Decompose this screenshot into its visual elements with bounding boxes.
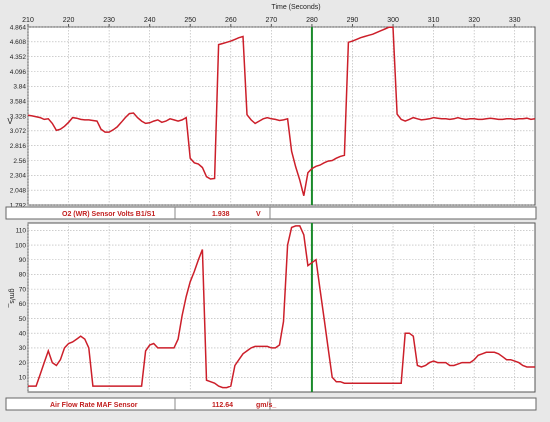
y-tick-label: 2.304 [10,173,27,180]
airflow-y-label: gm/s_ [8,288,15,307]
voltage-sensor-unit: V [256,211,261,218]
x-tick-label: 330 [509,17,521,24]
airflow-sensor-value: 112.64 [212,402,233,409]
y-tick-label: 1.792 [10,202,27,209]
y-tick-label: 4.352 [10,54,27,61]
voltage-series-line [27,26,536,196]
airflow-sensor-name: Air Flow Rate MAF Sensor [50,402,138,409]
voltage-footer-bar [5,206,537,220]
y-tick-label: 3.84 [13,84,26,91]
x-tick-label: 290 [347,17,359,24]
y-tick-label: 10 [19,375,27,382]
airflow-plot-area[interactable] [27,222,536,393]
voltage-sensor-name: O2 (WR) Sensor Volts B1/S1 [62,211,155,218]
y-tick-label: 3.328 [10,113,27,120]
x-tick-label: 240 [144,17,156,24]
y-tick-label: 4.096 [10,69,27,76]
airflow-footer-bar [5,397,537,411]
y-tick-label: 20 [19,360,27,367]
voltage-y-label: V [7,117,13,126]
y-tick-label: 2.56 [13,158,26,165]
y-tick-label: 2.816 [10,143,27,150]
voltage-sensor-value: 1.938 [212,211,230,218]
airflow-sensor-unit: gm/s_ [256,402,276,409]
y-tick-label: 4.608 [10,39,27,46]
y-tick-label: 40 [19,331,27,338]
x-tick-label: 230 [103,17,115,24]
x-tick-label: 300 [387,17,399,24]
x-tick-label: 270 [266,17,278,24]
y-tick-label: 30 [19,345,27,352]
y-tick-label: 3.072 [10,128,27,135]
y-tick-label: 50 [19,316,27,323]
y-tick-label: 3.584 [10,98,27,105]
x-tick-label: 210 [22,17,34,24]
x-axis-title: Time (Seconds) [271,4,320,11]
y-tick-label: 90 [19,257,27,264]
y-tick-label: 70 [19,286,27,293]
y-tick-label: 2.048 [10,187,27,194]
y-tick-label: 60 [19,301,27,308]
airflow-series-line [28,225,535,389]
x-tick-label: 310 [428,17,440,24]
y-tick-label: 4.864 [10,24,27,31]
x-tick-label: 260 [225,17,237,24]
y-tick-label: 110 [16,228,27,235]
x-tick-label: 250 [184,17,196,24]
y-tick-label: 100 [15,242,26,249]
y-tick-label: 80 [19,272,27,279]
x-tick-label: 280 [306,17,318,24]
x-tick-label: 220 [63,17,75,24]
x-tick-label: 320 [468,17,480,24]
